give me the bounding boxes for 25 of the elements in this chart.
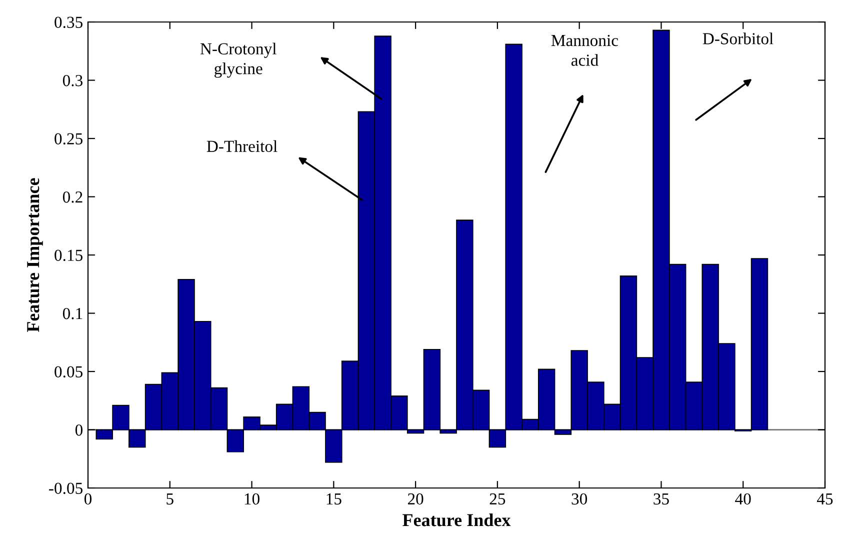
y-tick-label: 0.05 [54,366,82,378]
x-tick-label: 5 [166,494,174,505]
x-tick-label: 45 [816,493,833,505]
x-tick-label: 10 [244,493,260,505]
y-tick-label: 0.35 [54,16,82,28]
annotation: D-Threitol [206,140,278,152]
annotation: Mannonic acid [551,34,618,66]
y-tick-label: 0.1 [62,308,82,320]
x-tick-label: 30 [572,493,588,505]
x-tick-label: 20 [408,493,424,505]
y-tick-label: 0.15 [54,250,82,262]
y-tick-label: 0.25 [54,133,82,145]
x-tick-label: 40 [735,493,751,505]
y-tick-label: 0.3 [62,74,82,86]
y-tick-label: 0 [75,424,83,436]
x-tick-label: 35 [654,493,669,505]
annotation: D-Sorbitol [702,32,774,44]
y-tick-label: -0.05 [49,482,82,494]
x-axis-title: Feature Index [402,514,511,526]
x-tick-label: 0 [84,493,92,505]
x-tick-label: 15 [326,493,342,505]
annotation: N-Crotonyl glycine [200,42,276,78]
x-tick-label: 25 [490,493,506,505]
y-tick-label: 0.2 [62,191,82,203]
y-axis-title: Feature Importance [27,178,43,332]
